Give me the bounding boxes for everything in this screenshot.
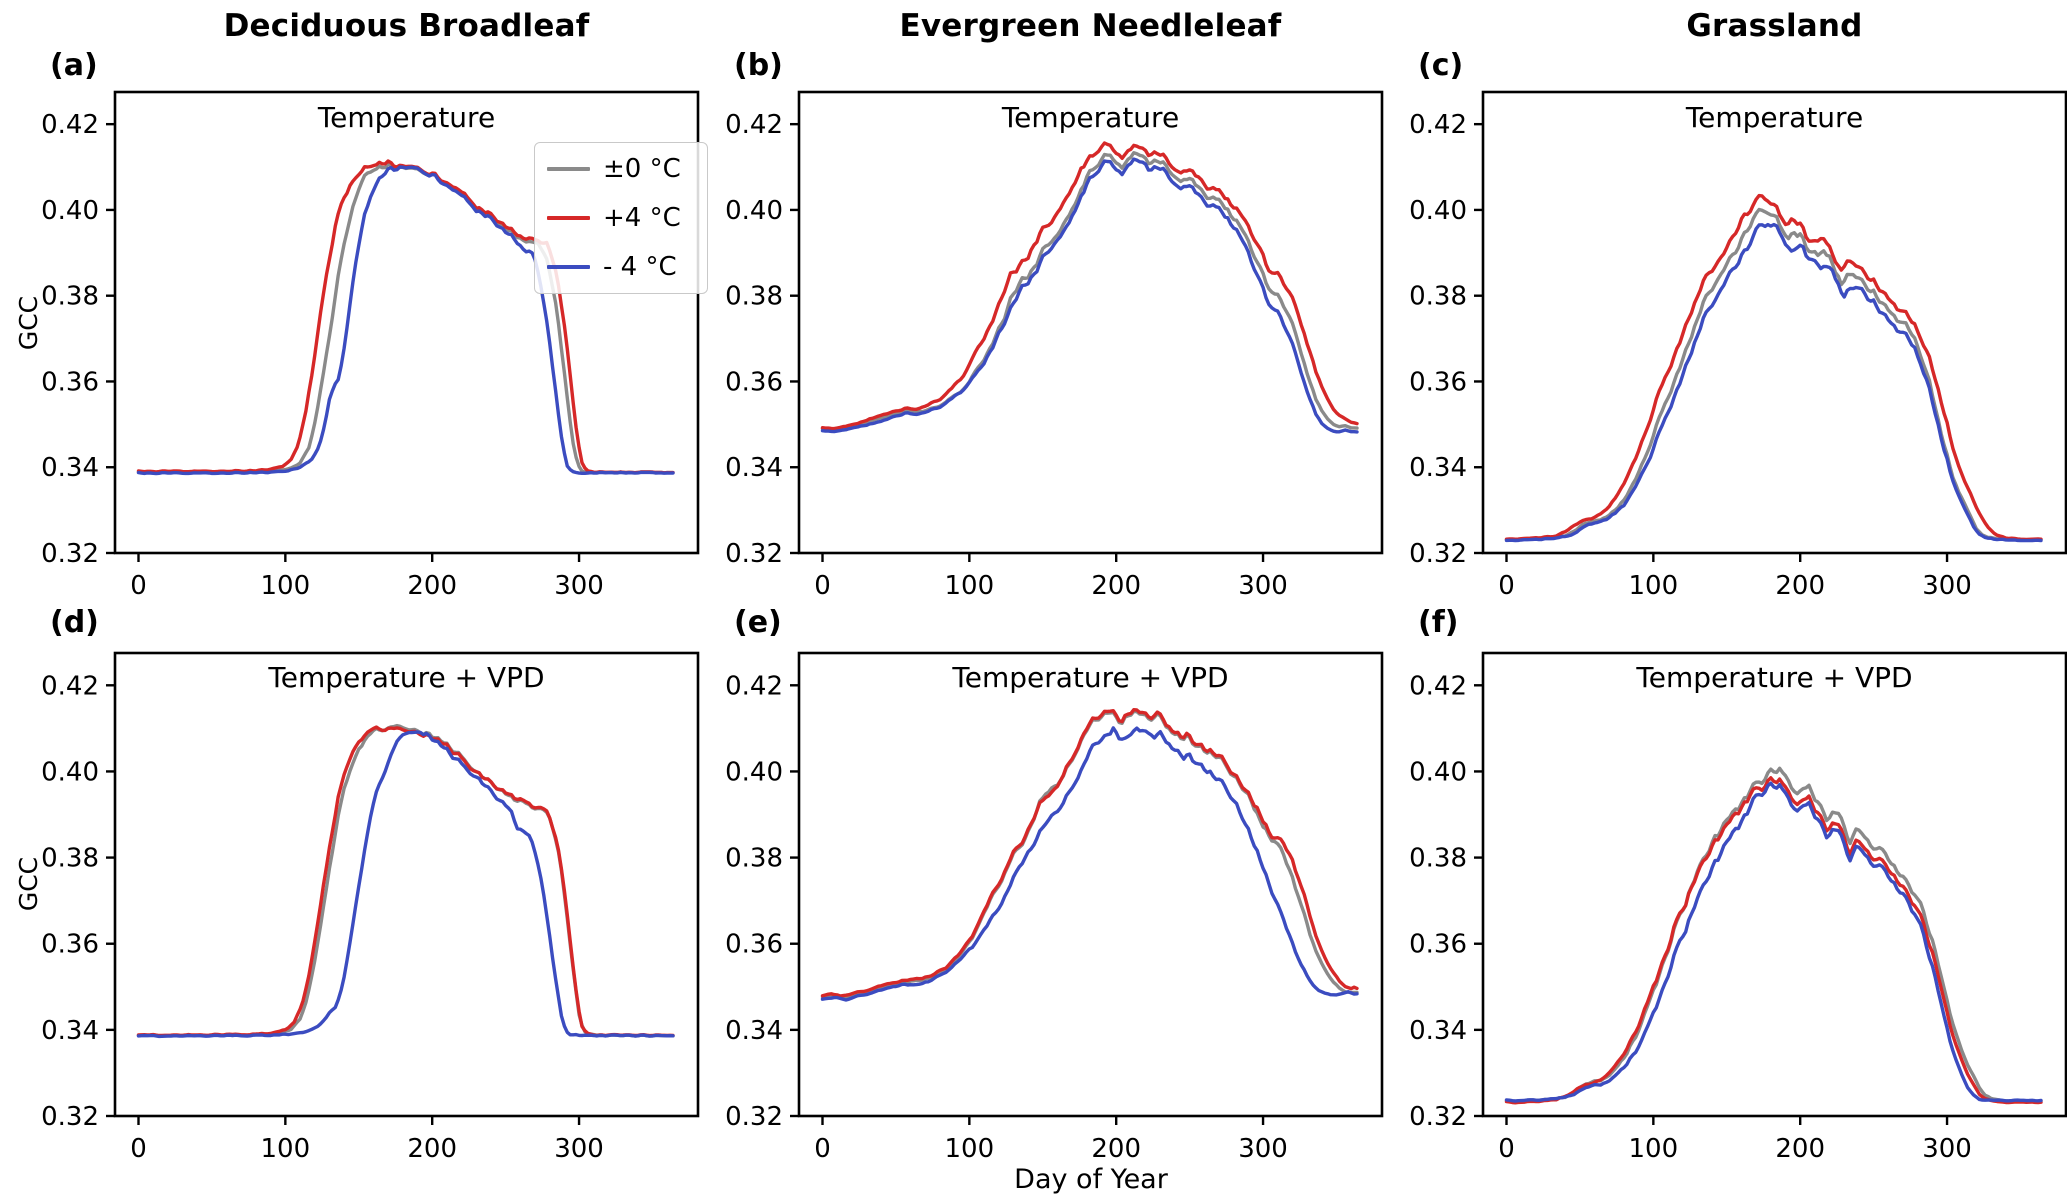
- panel-label-f: (f): [1418, 605, 1459, 640]
- legend-line-red: [547, 215, 590, 220]
- panel-label-e: (e): [734, 605, 782, 640]
- panel-title-f: Temperature + VPD: [1636, 661, 1913, 694]
- svg-text:0.34: 0.34: [725, 453, 783, 483]
- svg-text:0.42: 0.42: [1409, 671, 1467, 701]
- svg-text:0.32: 0.32: [41, 539, 99, 569]
- svg-text:0.36: 0.36: [41, 367, 99, 397]
- panel-label-c: (c): [1418, 48, 1464, 83]
- svg-text:0.42: 0.42: [1409, 110, 1467, 140]
- panel-label-d: (d): [50, 605, 99, 640]
- svg-text:0.36: 0.36: [725, 367, 783, 397]
- svg-text:200: 200: [407, 1134, 457, 1164]
- svg-text:0.32: 0.32: [1409, 1102, 1467, 1132]
- svg-text:0.34: 0.34: [41, 453, 99, 483]
- svg-text:0.38: 0.38: [725, 282, 783, 312]
- svg-text:0: 0: [130, 1134, 147, 1164]
- svg-text:0.34: 0.34: [1409, 1016, 1467, 1046]
- svg-text:100: 100: [945, 1134, 995, 1164]
- legend-entry-plus-4: +4 °C: [535, 203, 707, 233]
- svg-text:0: 0: [814, 571, 831, 601]
- svg-text:0.34: 0.34: [1409, 453, 1467, 483]
- svg-text:0.32: 0.32: [725, 1102, 783, 1132]
- svg-text:0.32: 0.32: [1409, 539, 1467, 569]
- svg-text:100: 100: [1629, 1134, 1679, 1164]
- svg-text:0.42: 0.42: [725, 671, 783, 701]
- svg-text:100: 100: [261, 1134, 311, 1164]
- panel-title-b: Temperature: [1001, 101, 1180, 134]
- panel-title-c: Temperature: [1685, 101, 1864, 134]
- svg-text:0.34: 0.34: [725, 1016, 783, 1046]
- svg-text:0.36: 0.36: [1409, 367, 1467, 397]
- panel-title-d: Temperature + VPD: [268, 661, 545, 694]
- svg-text:100: 100: [945, 571, 995, 601]
- svg-text:300: 300: [1922, 571, 1972, 601]
- svg-text:0: 0: [1498, 571, 1515, 601]
- legend-line-blue: [547, 264, 590, 269]
- y-axis-label-top: GCC: [14, 295, 43, 351]
- svg-text:0.42: 0.42: [725, 110, 783, 140]
- svg-text:0.40: 0.40: [725, 757, 783, 787]
- svg-text:0.40: 0.40: [41, 757, 99, 787]
- svg-text:0.42: 0.42: [41, 671, 99, 701]
- svg-text:0.38: 0.38: [41, 844, 99, 874]
- svg-text:0.38: 0.38: [41, 282, 99, 312]
- panel-title-a: Temperature: [317, 101, 496, 134]
- svg-text:300: 300: [554, 571, 604, 601]
- column-title-deciduous-broadleaf: Deciduous Broadleaf: [223, 8, 590, 44]
- svg-text:200: 200: [1091, 1134, 1141, 1164]
- svg-text:300: 300: [1238, 1134, 1288, 1164]
- legend-label: ±0 °C: [603, 154, 681, 185]
- svg-text:0.40: 0.40: [1409, 196, 1467, 226]
- svg-text:0.36: 0.36: [41, 930, 99, 960]
- panel-label-a: (a): [50, 48, 98, 83]
- svg-text:200: 200: [1775, 571, 1825, 601]
- svg-text:0.40: 0.40: [725, 196, 783, 226]
- svg-text:0.34: 0.34: [41, 1016, 99, 1046]
- legend-label: - 4 °C: [603, 251, 677, 282]
- legend-label: +4 °C: [603, 202, 681, 233]
- svg-text:300: 300: [1922, 1134, 1972, 1164]
- svg-text:0.38: 0.38: [725, 844, 783, 874]
- svg-text:100: 100: [261, 571, 311, 601]
- column-title-grassland: Grassland: [1686, 8, 1863, 44]
- svg-text:300: 300: [554, 1134, 604, 1164]
- svg-text:0: 0: [130, 571, 147, 601]
- y-axis-label-bottom: GCC: [14, 856, 43, 912]
- svg-text:200: 200: [407, 571, 457, 601]
- svg-text:200: 200: [1775, 1134, 1825, 1164]
- svg-text:100: 100: [1629, 571, 1679, 601]
- svg-text:0: 0: [1498, 1134, 1515, 1164]
- svg-text:0.36: 0.36: [1409, 930, 1467, 960]
- panel-title-e: Temperature + VPD: [952, 661, 1229, 694]
- svg-text:0.42: 0.42: [41, 110, 99, 140]
- svg-text:0.40: 0.40: [41, 196, 99, 226]
- svg-text:0.32: 0.32: [41, 1102, 99, 1132]
- x-axis-label: Day of Year: [1014, 1164, 1168, 1195]
- svg-text:200: 200: [1091, 571, 1141, 601]
- svg-text:0.38: 0.38: [1409, 282, 1467, 312]
- svg-text:0: 0: [814, 1134, 831, 1164]
- svg-text:0.40: 0.40: [1409, 757, 1467, 787]
- svg-text:0.32: 0.32: [725, 539, 783, 569]
- column-title-evergreen-needleleaf: Evergreen Needleleaf: [899, 8, 1282, 44]
- svg-text:0.36: 0.36: [725, 930, 783, 960]
- panel-label-b: (b): [734, 48, 783, 83]
- legend-entry-minus-4: - 4 °C: [535, 252, 707, 282]
- svg-text:0.38: 0.38: [1409, 844, 1467, 874]
- legend-line-gray: [547, 167, 590, 172]
- legend: ±0 °C +4 °C - 4 °C: [534, 142, 708, 294]
- svg-text:300: 300: [1238, 571, 1288, 601]
- legend-entry-plus-minus-0: ±0 °C: [535, 154, 707, 184]
